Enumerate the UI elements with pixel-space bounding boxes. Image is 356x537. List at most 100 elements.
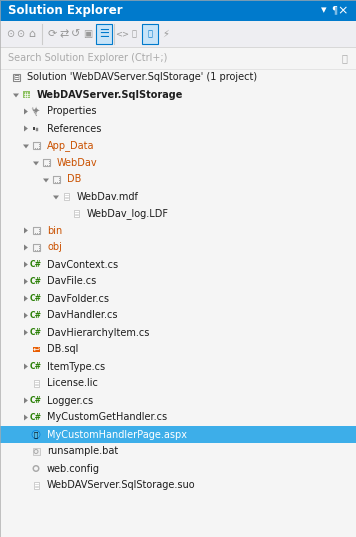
Bar [39,148,40,149]
Circle shape [33,449,38,454]
Polygon shape [24,244,28,250]
Bar [37,227,38,228]
Bar [32,227,33,228]
Bar [38,227,40,228]
Text: C#: C# [30,260,42,269]
Bar [32,250,33,251]
Bar [52,176,54,177]
Bar [39,248,40,249]
Text: ↺: ↺ [71,29,81,39]
Bar [42,161,43,162]
Bar [39,142,40,143]
Bar [35,244,36,245]
Text: Logger.cs: Logger.cs [47,395,93,405]
Bar [32,246,33,247]
Bar [63,193,68,200]
Bar [38,233,40,234]
Text: MyCustomHandlerPage.aspx: MyCustomHandlerPage.aspx [47,430,187,439]
Polygon shape [24,330,28,336]
Text: runsample.bat: runsample.bat [47,446,118,456]
Bar [33,380,38,387]
Bar [52,176,53,177]
Bar [39,227,40,228]
Circle shape [32,431,40,439]
Bar [38,244,40,245]
Bar [36,128,38,130]
Bar [47,165,48,166]
Text: ⌂: ⌂ [28,29,36,39]
Text: DavFolder.cs: DavFolder.cs [47,294,109,303]
Bar [39,233,40,234]
Bar [39,144,40,145]
Text: WebDav: WebDav [57,157,98,168]
Bar [32,248,33,249]
Bar [32,142,40,149]
Bar [35,142,36,143]
Text: ⊟: ⊟ [13,75,19,81]
Text: 🌐: 🌐 [34,431,38,438]
Bar [35,233,36,234]
Bar [33,482,38,489]
Bar [32,227,34,228]
Text: WebDAVServer.SqlStorage: WebDAVServer.SqlStorage [37,90,183,99]
Bar [38,148,40,149]
Bar [48,165,50,166]
Bar [54,182,56,183]
Text: obj: obj [47,243,62,252]
Bar [52,182,53,183]
Polygon shape [33,162,39,165]
Polygon shape [24,295,28,301]
Bar [32,227,40,234]
Bar [96,24,112,44]
Bar [39,246,40,247]
Polygon shape [24,364,28,369]
Bar [39,146,40,147]
Bar [35,227,36,228]
Bar [54,176,56,177]
Polygon shape [23,144,29,148]
Text: ⟳: ⟳ [47,29,57,39]
Text: MyCustomGetHandler.cs: MyCustomGetHandler.cs [47,412,167,423]
Text: ▾: ▾ [321,5,327,16]
Text: DavContext.cs: DavContext.cs [47,259,118,270]
Bar [32,233,34,234]
Bar [32,148,34,149]
Bar [32,148,33,149]
Polygon shape [24,313,28,318]
Text: 🔧: 🔧 [131,30,136,39]
Bar [52,180,53,181]
Text: DavHandler.cs: DavHandler.cs [47,310,117,321]
Text: ☰: ☰ [99,29,109,39]
Bar [52,176,59,183]
Bar [42,163,43,164]
Text: ItemType.cs: ItemType.cs [47,361,105,372]
Bar [0,21,356,47]
Text: C#: C# [30,311,42,320]
Bar [42,159,43,160]
Text: C#: C# [30,362,42,371]
Bar [32,448,40,455]
Bar [39,229,40,230]
Bar [58,182,60,183]
Bar [32,142,33,143]
Text: <>: <> [115,30,129,39]
Polygon shape [24,126,28,132]
Bar [42,165,43,166]
Text: C#: C# [30,396,42,405]
Text: ¶: ¶ [331,5,337,16]
Bar [32,144,33,145]
Bar [32,233,33,234]
Bar [0,69,356,537]
Polygon shape [24,397,28,403]
Bar [44,165,46,166]
Text: ×: × [337,4,348,17]
Bar [37,233,38,234]
Bar [32,127,35,130]
Polygon shape [53,195,59,199]
Bar [58,176,60,177]
Bar [73,210,79,217]
Bar [12,74,20,81]
Text: C#: C# [30,277,42,286]
Text: DB: DB [67,175,82,185]
Bar [32,146,33,147]
